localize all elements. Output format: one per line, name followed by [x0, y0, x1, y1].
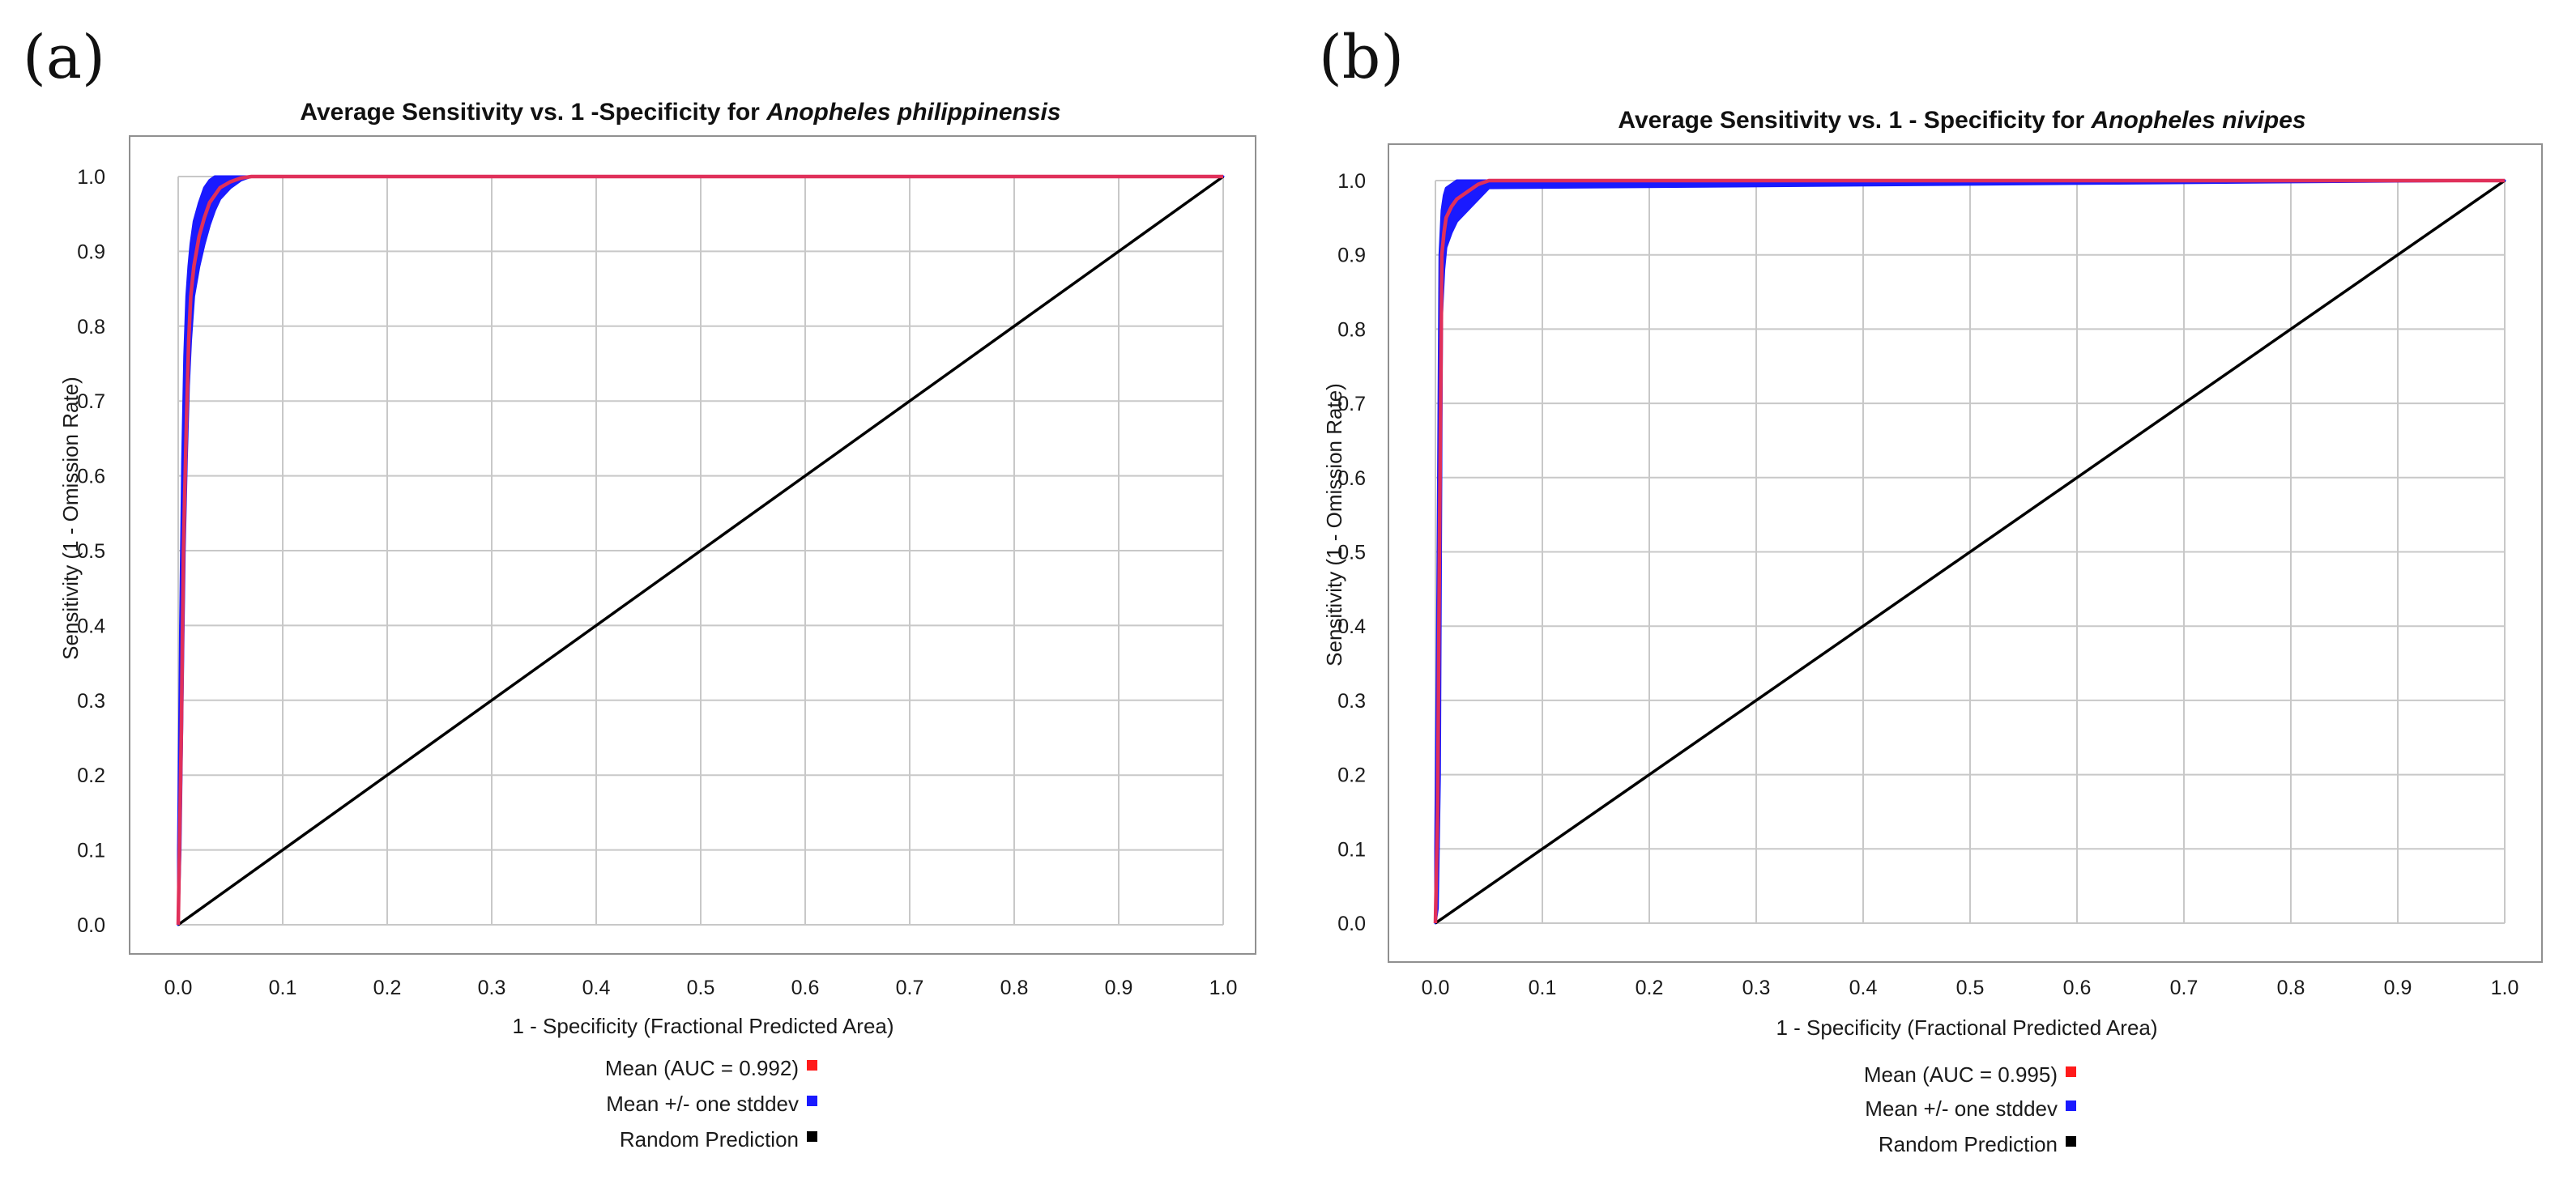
- x-tick-label-b: 0.9: [2384, 977, 2412, 999]
- y-tick-label-a: 0.0: [77, 914, 105, 937]
- y-tick-label-b: 1.0: [1337, 170, 1366, 193]
- x-tick-label-a: 0.9: [1105, 977, 1133, 999]
- y-tick-label-b: 0.4: [1337, 615, 1366, 638]
- legend-swatch-stddev-a: [807, 1096, 817, 1106]
- legend-swatch-mean-a: [807, 1060, 817, 1071]
- panel-label-a: (a): [23, 23, 105, 92]
- chart-title-species-a: Anopheles philippinensis: [766, 99, 1060, 126]
- panel-label-b: (b): [1319, 23, 1404, 92]
- x-tick-label-b: 0.2: [1636, 977, 1664, 999]
- mean-roc-line-a: [176, 174, 1223, 926]
- x-tick-label-b: 1.0: [2491, 977, 2519, 999]
- mean-roc-line-b: [1433, 178, 2505, 924]
- x-tick-label-a: 0.3: [478, 977, 506, 999]
- x-tick-label-a: 0.4: [582, 977, 611, 999]
- y-tick-label-a: 0.2: [77, 764, 105, 787]
- chart-panel-a: (a) Average Sensitivity vs. 1 -Specifici…: [23, 23, 1256, 1152]
- x-tick-label-a: 0.8: [1000, 977, 1029, 999]
- y-tick-label-a: 0.8: [77, 316, 105, 338]
- legend-label-random-b: Random Prediction: [1879, 1132, 2058, 1156]
- x-tick-label-a: 0.2: [373, 977, 402, 999]
- chart-title-a: Average Sensitivity vs. 1 -Specificity f…: [300, 99, 1060, 126]
- chart-title-b: Average Sensitivity vs. 1 - Specificity …: [1618, 107, 2305, 134]
- chart-title-species-b: Anopheles nivipes: [2091, 107, 2306, 134]
- x-tick-label-a: 0.7: [896, 977, 924, 999]
- plot-area-b: [1433, 178, 2506, 925]
- y-tick-label-a: 0.3: [77, 690, 105, 713]
- x-tick-label-b: 0.4: [1849, 977, 1878, 999]
- legend-label-stddev-a: Mean +/- one stddev: [606, 1092, 799, 1116]
- legend-label-random-a: Random Prediction: [620, 1127, 799, 1152]
- x-tick-label-a: 0.1: [269, 977, 297, 999]
- plot-area-a: [176, 174, 1225, 926]
- x-tick-label-b: 0.6: [2063, 977, 2092, 999]
- random-prediction-line-b: [1435, 179, 2506, 925]
- y-tick-label-b: 0.8: [1337, 318, 1366, 341]
- legend-a: Mean (AUC = 0.992) Mean +/- one stddev R…: [605, 1056, 817, 1152]
- x-tick-label-a: 0.6: [791, 977, 820, 999]
- random-prediction-line-a: [177, 175, 1225, 926]
- y-tick-label-b: 0.5: [1337, 542, 1366, 564]
- x-tick-label-b: 0.0: [1422, 977, 1450, 999]
- x-tick-label-b: 0.5: [1956, 977, 1985, 999]
- legend-label-mean-a: Mean (AUC = 0.992): [605, 1056, 799, 1080]
- y-tick-label-a: 0.5: [77, 540, 105, 563]
- x-tick-label-b: 0.7: [2170, 977, 2199, 999]
- legend-swatch-mean-b: [2066, 1066, 2076, 1077]
- x-axis-label-b: 1 - Specificity (Fractional Predicted Ar…: [1776, 1015, 2157, 1040]
- y-tick-label-a: 0.7: [77, 390, 105, 413]
- y-tick-label-b: 0.0: [1337, 913, 1366, 935]
- x-tick-label-b: 0.1: [1529, 977, 1557, 999]
- x-tick-label-b: 0.8: [2277, 977, 2305, 999]
- chart-panel-b: (b) Average Sensitivity vs. 1 - Specific…: [1288, 0, 2576, 1192]
- y-axis-label-b: Sensitivity (1 - Omission Rate): [1322, 383, 1346, 666]
- plot-frame-b: [1388, 143, 2543, 963]
- chart-title-main-a: Average Sensitivity vs. 1 -Specificity f…: [300, 99, 766, 126]
- y-tick-label-a: 0.6: [77, 466, 105, 488]
- x-tick-label-b: 0.3: [1742, 977, 1771, 999]
- y-tick-label-b: 0.3: [1337, 690, 1366, 713]
- plot-frame-a: [129, 135, 1256, 955]
- legend-b: Mean (AUC = 0.995) Mean +/- one stddev R…: [1864, 1062, 2076, 1156]
- roc-chart-b: (b) Average Sensitivity vs. 1 - Specific…: [1319, 23, 2543, 1156]
- y-axis-label-a: Sensitivity (1 - Omission Rate): [58, 377, 83, 660]
- y-tick-label-b: 0.2: [1337, 764, 1366, 787]
- legend-swatch-random-a: [807, 1131, 817, 1142]
- y-tick-label-b: 0.6: [1337, 467, 1366, 490]
- y-tick-label-b: 0.7: [1337, 393, 1366, 415]
- y-tick-label-a: 0.4: [77, 615, 105, 637]
- y-tick-label-a: 1.0: [77, 166, 105, 189]
- x-axis-label-a: 1 - Specificity (Fractional Predicted Ar…: [512, 1014, 893, 1038]
- y-tick-label-a: 0.9: [77, 241, 105, 263]
- legend-swatch-random-b: [2066, 1136, 2076, 1147]
- chart-title-main-b: Average Sensitivity vs. 1 - Specificity …: [1618, 107, 2091, 134]
- x-tick-label-a: 0.0: [164, 977, 193, 999]
- legend-swatch-stddev-b: [2066, 1100, 2076, 1111]
- x-tick-label-a: 1.0: [1209, 977, 1238, 999]
- legend-label-mean-b: Mean (AUC = 0.995): [1864, 1062, 2058, 1087]
- y-tick-label-a: 0.1: [77, 840, 105, 862]
- roc-chart-a: (a) Average Sensitivity vs. 1 -Specifici…: [23, 23, 1256, 1152]
- y-tick-label-b: 0.9: [1337, 245, 1366, 267]
- legend-label-stddev-b: Mean +/- one stddev: [1865, 1096, 2058, 1121]
- x-tick-label-a: 0.5: [687, 977, 715, 999]
- y-tick-label-b: 0.1: [1337, 838, 1366, 861]
